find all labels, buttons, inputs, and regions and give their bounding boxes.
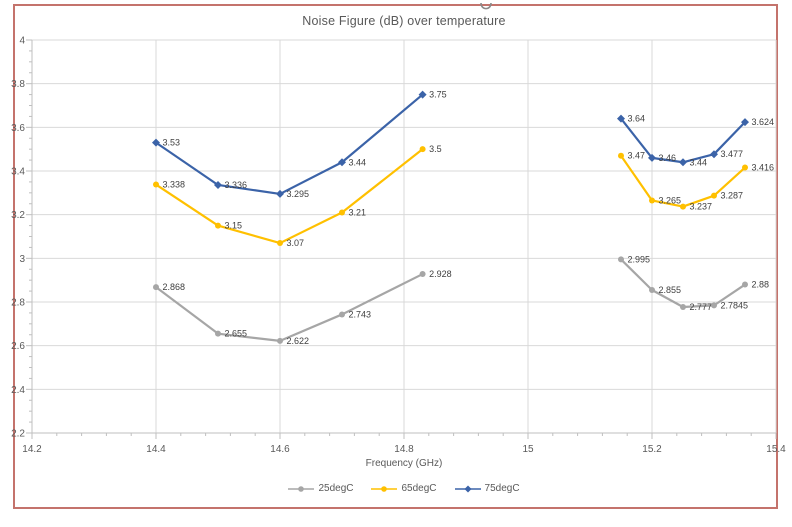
data-point-marker	[649, 286, 655, 293]
data-label: 2.855	[659, 285, 682, 295]
svg-text:3.2: 3.2	[11, 210, 25, 221]
data-point-marker	[153, 181, 159, 188]
svg-text:2.6: 2.6	[11, 341, 25, 352]
series-25degC: 2.868 2.655 2.622 2.743 2.928 2.995 2.855 2.777…	[153, 254, 770, 346]
data-point-marker	[418, 90, 427, 99]
data-label: 2.7845	[721, 300, 749, 310]
x-axis-labels: 14.2 14.4 14.6 14.8 15 15.2 15.4	[22, 444, 786, 455]
legend-label: 75degC	[484, 483, 520, 494]
data-label: 3.336	[225, 180, 248, 190]
svg-text:4: 4	[19, 36, 25, 47]
data-label: 3.416	[752, 163, 775, 173]
data-label: 2.777	[690, 302, 713, 312]
svg-text:2.8: 2.8	[11, 298, 25, 309]
data-point-marker	[215, 330, 221, 337]
svg-text:3.4: 3.4	[11, 167, 25, 178]
data-point-marker	[710, 150, 718, 159]
data-label: 2.622	[287, 336, 310, 346]
svg-text:14.2: 14.2	[22, 444, 42, 455]
data-point-marker	[339, 311, 345, 318]
svg-text:3.6: 3.6	[11, 123, 25, 134]
data-label: 3.287	[721, 191, 744, 201]
data-point-marker	[276, 189, 284, 198]
data-label: 3.46	[659, 153, 677, 163]
legend-item-25degc: 25degC	[288, 483, 353, 494]
svg-text:15.4: 15.4	[766, 444, 786, 455]
legend-label: 65degC	[401, 483, 437, 494]
data-label: 2.743	[349, 309, 372, 319]
data-point-marker	[152, 138, 160, 147]
svg-text:2.4: 2.4	[11, 385, 25, 396]
data-point-marker	[153, 284, 159, 291]
data-point-marker	[339, 209, 345, 216]
data-label: 3.64	[628, 114, 646, 124]
data-label: 3.53	[163, 138, 181, 148]
data-point-marker	[618, 152, 624, 159]
x-axis-title: Frequency (GHz)	[365, 458, 443, 469]
svg-text:14.8: 14.8	[394, 444, 414, 455]
legend-swatch-icon	[288, 485, 315, 492]
gridlines	[31, 39, 777, 434]
chart-title: Noise Figure (dB) over temperature	[302, 14, 506, 28]
data-label: 2.995	[628, 254, 651, 264]
data-label: 2.868	[163, 282, 186, 292]
data-label: 3.295	[287, 189, 310, 199]
svg-text:14.4: 14.4	[146, 444, 166, 455]
data-label: 3.265	[659, 195, 682, 205]
data-point-marker	[742, 164, 748, 171]
legend-swatch-icon	[454, 485, 481, 492]
legend-item-65degc: 65degC	[371, 483, 437, 494]
data-point-marker	[277, 240, 283, 247]
data-label: 2.928	[429, 269, 452, 279]
data-point-marker	[680, 304, 686, 311]
data-label: 3.5	[429, 144, 442, 154]
data-point-marker	[419, 271, 426, 278]
data-point-marker	[680, 203, 686, 210]
cropped-text-artifact	[480, 3, 492, 10]
data-label: 3.338	[163, 180, 186, 190]
data-label: 3.44	[349, 157, 367, 167]
data-point-marker	[742, 281, 748, 288]
data-point-marker	[741, 118, 749, 127]
svg-text:3: 3	[19, 254, 25, 265]
legend-item-75degc: 75degC	[454, 483, 520, 494]
data-label: 3.15	[225, 221, 243, 231]
data-point-marker	[419, 146, 426, 153]
svg-text:15: 15	[522, 444, 534, 455]
svg-text:14.6: 14.6	[270, 444, 290, 455]
data-label: 3.47	[628, 151, 646, 161]
data-label: 3.624	[752, 117, 775, 127]
slide-frame	[13, 4, 778, 509]
data-label: 3.21	[349, 207, 367, 217]
series-75degC: 3.53 3.336 3.295 3.44 3.75 3.64 3.46 3.44 3.477 3…	[152, 90, 774, 199]
data-point-marker	[711, 192, 717, 199]
svg-text:15.2: 15.2	[642, 444, 662, 455]
data-label: 3.75	[429, 90, 447, 100]
data-label: 2.655	[225, 329, 248, 339]
tick-marks	[26, 39, 777, 439]
series-65degC: 3.338 3.15 3.07 3.21 3.5 3.47 3.265 3.237 3.287 3…	[153, 144, 774, 248]
data-label: 3.477	[721, 149, 744, 159]
data-point-marker	[648, 153, 656, 162]
data-label: 3.44	[690, 157, 708, 167]
legend-label: 25degC	[318, 483, 354, 494]
svg-text:3.8: 3.8	[11, 79, 25, 90]
data-label: 3.07	[287, 238, 305, 248]
data-label: 3.237	[690, 202, 713, 212]
data-point-marker	[215, 222, 221, 229]
data-point-marker	[679, 158, 687, 167]
data-point-marker	[711, 302, 717, 309]
data-label: 2.88	[752, 280, 770, 290]
data-point-marker	[277, 337, 283, 344]
chart-legend: 25degC 65degC 75degC	[32, 483, 776, 494]
svg-text:2.2: 2.2	[11, 429, 25, 440]
data-point-marker	[617, 114, 625, 123]
data-point-marker	[649, 197, 655, 204]
data-point-marker	[214, 180, 222, 189]
legend-swatch-icon	[371, 485, 398, 492]
y-axis-labels: 4 3.8 3.6 3.4 3.2 3 2.8 2.6 2.4 2.2	[11, 36, 25, 440]
data-point-marker	[338, 158, 346, 167]
data-point-marker	[618, 256, 624, 263]
